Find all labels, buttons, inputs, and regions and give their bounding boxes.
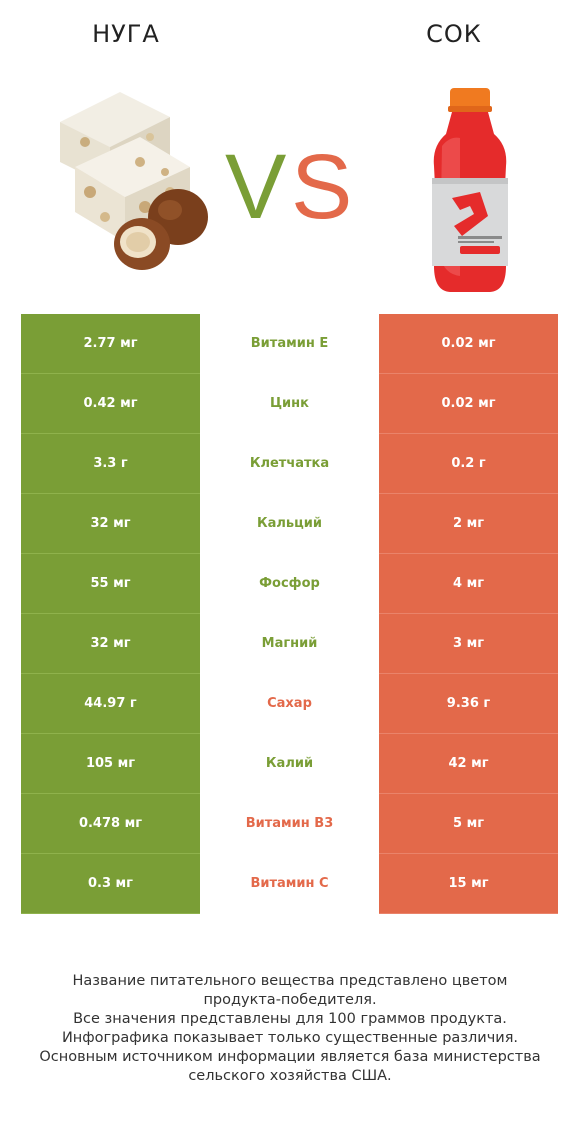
- right-value: 4 мг: [379, 554, 558, 614]
- juice-bottle-image: [432, 88, 508, 292]
- left-product-title: нуга: [92, 20, 160, 48]
- left-value: 0.42 мг: [21, 374, 200, 434]
- left-value: 0.478 мг: [21, 794, 200, 854]
- table-row: 2.77 мг Витамин E 0.02 мг: [21, 314, 558, 374]
- nutrient-name: Фосфор: [200, 554, 379, 614]
- table-row: 0.3 мг Витамин C 15 мг: [21, 854, 558, 914]
- right-value: 3 мг: [379, 614, 558, 674]
- table-row: 32 мг Магний 3 мг: [21, 614, 558, 674]
- right-value: 0.02 мг: [379, 314, 558, 374]
- nutrient-name: Клетчатка: [200, 434, 379, 494]
- table-row: 32 мг Кальций 2 мг: [21, 494, 558, 554]
- right-product-title: сок: [426, 20, 482, 48]
- svg-text:S: S: [291, 136, 352, 238]
- nutrient-name: Магний: [200, 614, 379, 674]
- svg-text:V: V: [225, 136, 286, 238]
- table-row: 0.42 мг Цинк 0.02 мг: [21, 374, 558, 434]
- vs-label: V S: [225, 136, 352, 238]
- left-value: 2.77 мг: [21, 314, 200, 374]
- right-value: 42 мг: [379, 734, 558, 794]
- table-row: 55 мг Фосфор 4 мг: [21, 554, 558, 614]
- footer-line: Основным источником информации является …: [39, 1049, 541, 1065]
- nutrient-name: Витамин C: [200, 854, 379, 914]
- footer-line: сельского хозяйства США.: [188, 1068, 392, 1084]
- nutrient-name: Кальций: [200, 494, 379, 554]
- comparison-table: 2.77 мг Витамин E 0.02 мг 0.42 мг Цинк 0.02 м…: [21, 314, 558, 914]
- nutrient-name: Сахар: [200, 674, 379, 734]
- right-value: 2 мг: [379, 494, 558, 554]
- footer-line: Название питательного вещества представл…: [72, 973, 508, 989]
- nutrient-name: Цинк: [200, 374, 379, 434]
- table-row: 0.478 мг Витамин B3 5 мг: [21, 794, 558, 854]
- left-value: 3.3 г: [21, 434, 200, 494]
- right-value: 0.2 г: [379, 434, 558, 494]
- footer-line: Инфографика показывает только существенн…: [61, 1030, 519, 1046]
- right-value: 15 мг: [379, 854, 558, 914]
- left-value: 32 мг: [21, 614, 200, 674]
- right-value: 0.02 мг: [379, 374, 558, 434]
- footer-line: Все значения представлены для 100 граммо…: [73, 1011, 507, 1027]
- nougat-image: [60, 92, 208, 270]
- nutrient-name: Калий: [200, 734, 379, 794]
- footer-note: Название питательного вещества представл…: [20, 972, 560, 1086]
- footer-line: продукта-победителя.: [203, 992, 377, 1008]
- left-value: 105 мг: [21, 734, 200, 794]
- left-value: 55 мг: [21, 554, 200, 614]
- nutrient-name: Витамин B3: [200, 794, 379, 854]
- nutrient-name: Витамин E: [200, 314, 379, 374]
- table-row: 105 мг Калий 42 мг: [21, 734, 558, 794]
- left-value: 0.3 мг: [21, 854, 200, 914]
- left-value: 44.97 г: [21, 674, 200, 734]
- right-value: 9.36 г: [379, 674, 558, 734]
- left-value: 32 мг: [21, 494, 200, 554]
- table-row: 3.3 г Клетчатка 0.2 г: [21, 434, 558, 494]
- table-row: 44.97 г Сахар 9.36 г: [21, 674, 558, 734]
- right-value: 5 мг: [379, 794, 558, 854]
